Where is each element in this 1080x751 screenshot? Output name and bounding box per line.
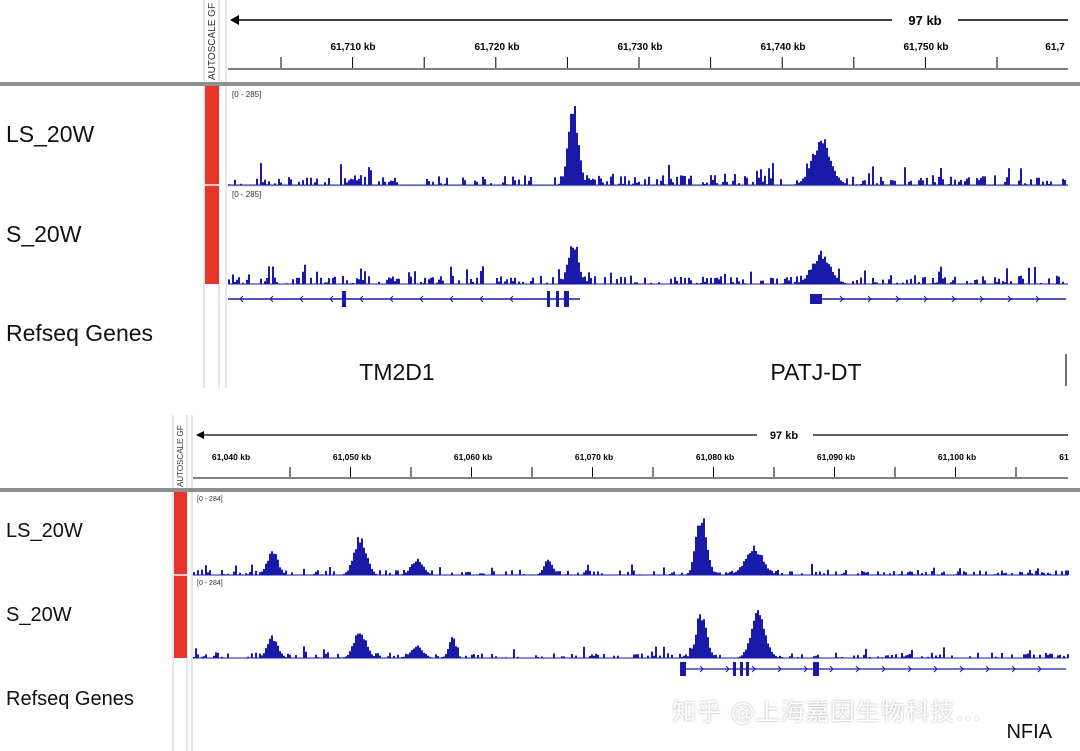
gene-strand-arrow <box>839 295 844 303</box>
span-arrow-head <box>196 431 204 439</box>
signal-ls-20w <box>193 518 1069 575</box>
gene-label-tm2d1: TM2D1 <box>359 359 434 385</box>
gene-exon <box>680 662 686 676</box>
track-name-ls-20w-top: LS_20W <box>6 121 95 147</box>
ruler-tick-label: 61,040 kb <box>212 452 250 462</box>
gene-strand-arrow <box>419 295 424 303</box>
autoscale-label: AUTOSCALE GF <box>176 425 185 487</box>
gene-exon <box>813 662 819 676</box>
gene-label-nfia: NFIA <box>1006 721 1052 743</box>
track-name-ls-20w-bottom: LS_20W <box>6 520 83 542</box>
gene-strand-arrow <box>239 295 244 303</box>
gene-strand-arrow <box>389 295 394 303</box>
gene-strand-arrow <box>829 665 834 673</box>
gene-strand-arrow <box>855 665 860 673</box>
gene-strand-arrow <box>803 665 808 673</box>
track-range-s: [0 - 284] <box>197 580 223 587</box>
gene-strand-arrow <box>951 295 956 303</box>
bottom-igv-panel: AUTOSCALE GF 97 kb 61,040 kb 61,050 kb 61,06… <box>0 415 1080 751</box>
gene-strand-arrow <box>979 295 984 303</box>
watermark-text: 知乎 @上海嘉因生物科技... <box>672 698 982 726</box>
top-igv-panel: AUTOSCALE GF 97 kb 61,710 kb 61,720 kb 61,73… <box>0 0 1080 388</box>
gene-exon <box>733 662 736 676</box>
gene-strand-arrow <box>725 665 730 673</box>
gene-strand-arrow <box>299 295 304 303</box>
signal-s-20w <box>193 610 1069 658</box>
gene-strand-arrow <box>1035 295 1040 303</box>
track-name-s-20w-bottom: S_20W <box>6 604 72 626</box>
ruler-tick-label: 61 <box>1059 452 1069 462</box>
span-label: 97 kb <box>908 13 941 28</box>
signal-ls-20w <box>228 106 1066 185</box>
bottom-igv-canvas: AUTOSCALE GF 97 kb 61,040 kb 61,050 kb 61,06… <box>0 415 1080 751</box>
ruler-tick-label: 61,7 <box>1045 42 1065 53</box>
track-name-refseq-top: Refseq Genes <box>6 320 154 346</box>
gene-exon <box>740 662 743 676</box>
panel-separator <box>0 388 1080 415</box>
gene-strand-arrow <box>933 665 938 673</box>
ruler-tick-label: 61,710 kb <box>330 42 375 53</box>
header-separator <box>0 82 1080 86</box>
header-separator <box>0 488 1080 492</box>
ruler-tick-label: 61,090 kb <box>817 452 855 462</box>
gene-strand-arrow <box>509 295 514 303</box>
track-range-ls: [0 - 285] <box>232 90 261 99</box>
gene-strand-arrow <box>959 665 964 673</box>
ruler-tick-label: 61,050 kb <box>333 452 371 462</box>
ruler-tick-label: 61,730 kb <box>617 42 662 53</box>
gene-strand-arrow <box>907 665 912 673</box>
gene-exon <box>564 291 569 307</box>
gene-strand-arrow <box>777 665 782 673</box>
track-range-s: [0 - 285] <box>232 190 261 199</box>
autoscale-label: AUTOSCALE GF <box>207 3 218 80</box>
gene-strand-arrow <box>985 665 990 673</box>
span-arrow-head <box>230 15 239 25</box>
ruler-tick-label: 61,720 kb <box>474 42 519 53</box>
ruler-tick-label: 61,750 kb <box>903 42 948 53</box>
gene-strand-arrow <box>1011 665 1016 673</box>
ruler-tick-label: 61,100 kb <box>938 452 976 462</box>
gene-exon <box>810 294 822 304</box>
gene-strand-arrow <box>751 665 756 673</box>
gene-strand-arrow <box>881 665 886 673</box>
gene-strand-arrow <box>867 295 872 303</box>
ruler-tick-label: 61,740 kb <box>760 42 805 53</box>
top-igv-canvas: AUTOSCALE GF 97 kb 61,710 kb 61,720 kb 61,73… <box>0 0 1080 388</box>
gene-strand-arrow <box>269 295 274 303</box>
gene-exon <box>342 291 346 307</box>
gene-strand-arrow <box>1037 665 1042 673</box>
gene-strand-arrow <box>479 295 484 303</box>
gene-strand-arrow <box>923 295 928 303</box>
gene-strand-arrow <box>895 295 900 303</box>
gene-exon <box>556 291 559 307</box>
header-bg <box>0 0 1080 84</box>
signal-s-20w <box>228 246 1064 284</box>
ruler-tick-label: 61,060 kb <box>454 452 492 462</box>
gene-strand-arrow <box>699 665 704 673</box>
gene-strand-arrow <box>1007 295 1012 303</box>
gene-exon <box>746 662 749 676</box>
gene-strand-arrow <box>329 295 334 303</box>
span-label: 97 kb <box>770 430 798 442</box>
gene-exon <box>547 291 550 307</box>
track-name-refseq-bottom: Refseq Genes <box>6 688 134 710</box>
ruler-tick-label: 61,070 kb <box>575 452 613 462</box>
ruler-tick-label: 61,080 kb <box>696 452 734 462</box>
gene-strand-arrow <box>449 295 454 303</box>
gene-label-patj-dt: PATJ-DT <box>770 359 861 385</box>
track-name-s-20w-top: S_20W <box>6 221 82 247</box>
track-range-ls: [0 - 284] <box>197 496 223 503</box>
gene-strand-arrow <box>359 295 364 303</box>
